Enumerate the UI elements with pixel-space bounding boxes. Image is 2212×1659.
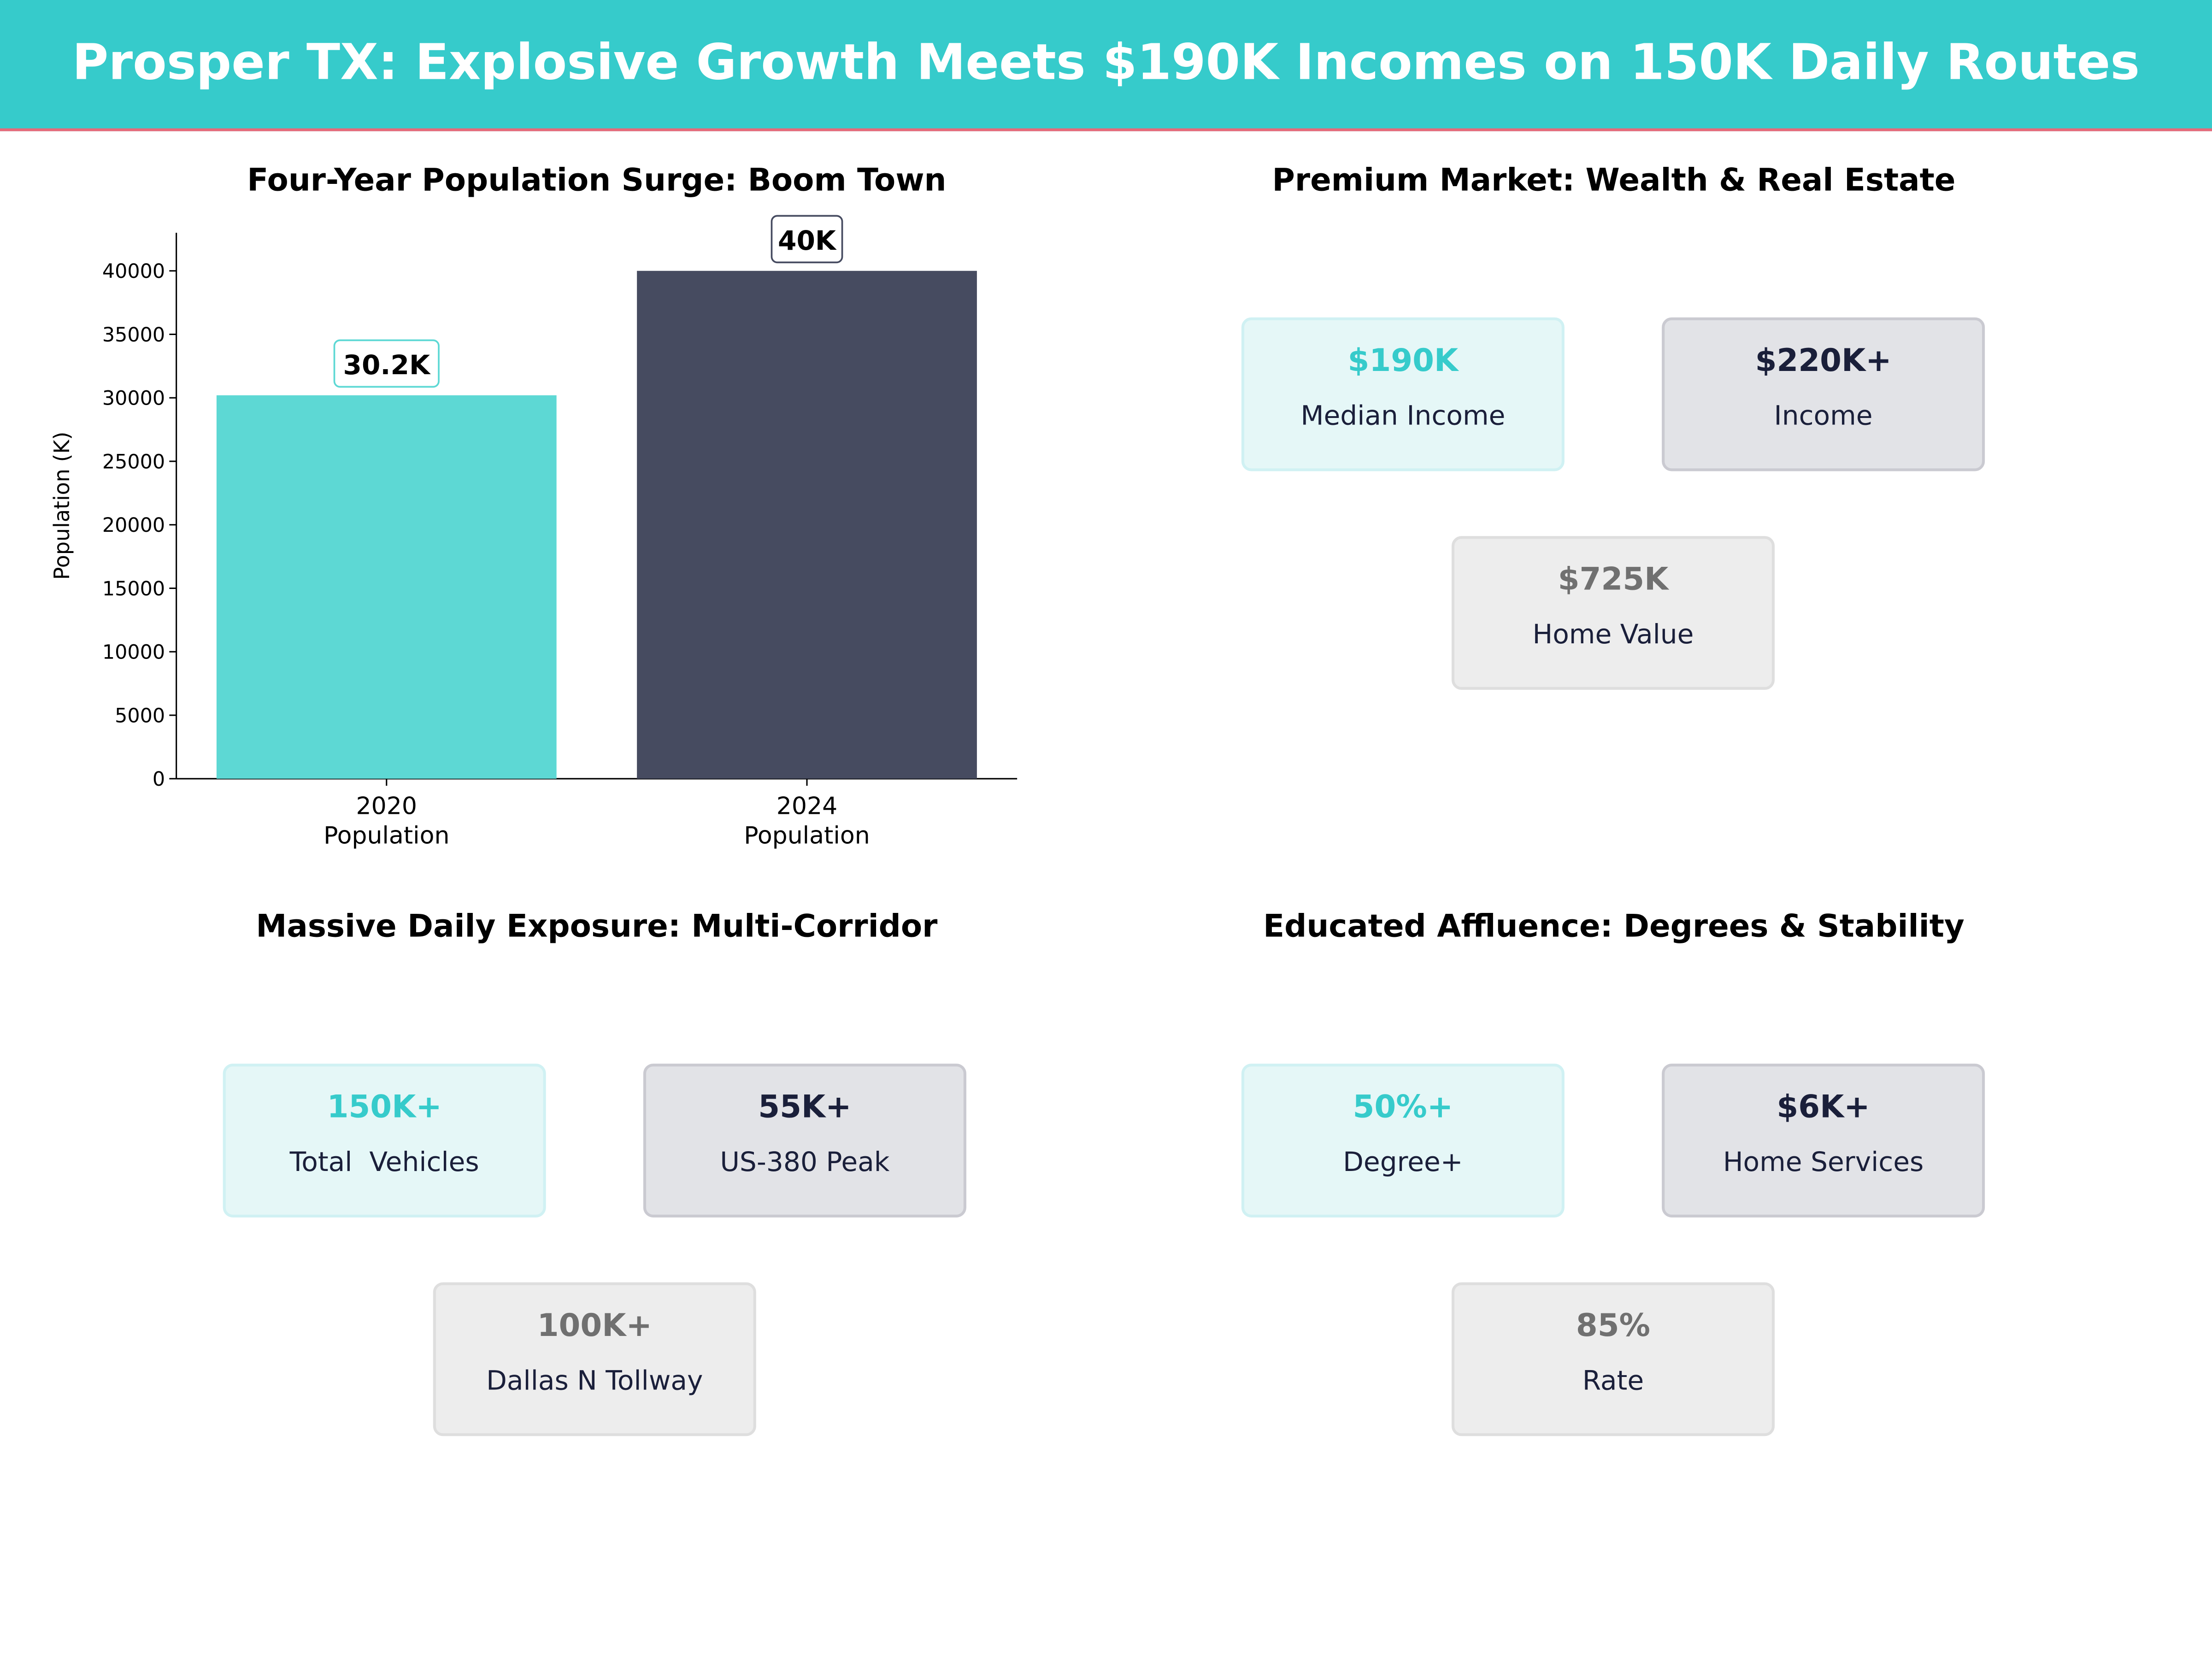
stat-value: 50%+ [1353,1090,1453,1126]
stat-value: 150K+ [327,1090,442,1126]
y-tick-label: 20000 [102,514,165,537]
stat-card-tollway: 100K+ Dallas N Tollway [433,1282,756,1436]
x-tick-label: Population [744,822,870,850]
stat-label: Dallas N Tollway [486,1365,703,1397]
stat-card-us380: 55K+ US-380 Peak [643,1064,966,1218]
panel-title-education: Educated Affluence: Degrees & Stability [1263,910,1965,946]
stat-label: Median Income [1300,400,1506,432]
stat-value: 100K+ [537,1309,652,1345]
stat-card-total-vehicles: 150K+ Total Vehicles [223,1064,546,1218]
y-tick-label: 40000 [102,260,165,283]
stat-label: Degree+ [1343,1147,1463,1178]
bar-1 [637,271,977,779]
stat-label: US-380 Peak [720,1147,890,1178]
panel-title-wealth: Premium Market: Wealth & Real Estate [1272,164,1956,199]
population-bar-chart: 0 5000 10000 15000 20000 25000 30000 35000 40000… [49,215,1018,850]
stat-card-rate: 85% Rate [1451,1282,1775,1436]
x-tick-label: 2024 [777,792,837,820]
stat-card-home-value: $725K Home Value [1451,536,1775,690]
x-tick-label: 2020 [356,792,417,820]
y-tick-label: 0 [153,768,165,791]
stat-label: Total Vehicles [289,1147,479,1178]
y-axis-label: Population (K) [49,432,74,580]
stat-label: Home Services [1723,1147,1924,1178]
data-label-box [333,339,440,388]
bar-0 [216,395,557,779]
stat-value: $6K+ [1777,1090,1870,1126]
y-tick-label: 5000 [115,704,165,727]
stat-card-home-services: $6K+ Home Services [1662,1064,1985,1218]
stat-label: Home Value [1532,619,1694,651]
y-tick-label: 25000 [102,450,165,473]
stat-card-degree: 50%+ Degree+ [1241,1064,1565,1218]
stat-label: Income [1774,400,1873,432]
y-tick-label: 30000 [102,387,165,410]
page-title: Prosper TX: Explosive Growth Meets $190K… [72,35,2140,92]
stat-value: $190K [1347,344,1459,380]
header-banner: Prosper TX: Explosive Growth Meets $190K… [0,0,2212,131]
stat-value: 55K+ [758,1090,852,1126]
y-tick-label: 35000 [102,324,165,347]
data-label-box [771,215,843,264]
y-tick-label: 15000 [102,577,165,600]
data-label: 30.2K [343,349,430,381]
data-label: 40K [778,225,837,256]
stat-label: Rate [1582,1365,1644,1397]
stat-card-income: $220K+ Income [1662,317,1985,471]
stat-card-median-income: $190K Median Income [1241,317,1565,471]
y-tick-label: 10000 [102,641,165,664]
x-tick-label: Population [324,822,449,850]
stat-value: $725K [1558,563,1669,598]
panel-title-traffic: Massive Daily Exposure: Multi-Corridor [256,910,938,946]
stat-value: $220K+ [1755,344,1892,380]
chart-title: Four-Year Population Surge: Boom Town [247,164,947,199]
stat-value: 85% [1576,1309,1651,1345]
